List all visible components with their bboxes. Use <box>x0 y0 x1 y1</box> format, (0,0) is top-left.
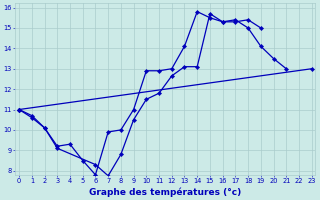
X-axis label: Graphe des températures (°c): Graphe des températures (°c) <box>89 187 242 197</box>
